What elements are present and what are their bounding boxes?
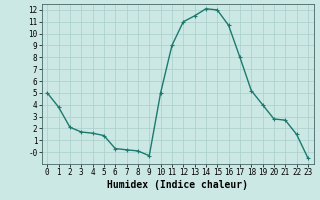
X-axis label: Humidex (Indice chaleur): Humidex (Indice chaleur) [107, 180, 248, 190]
